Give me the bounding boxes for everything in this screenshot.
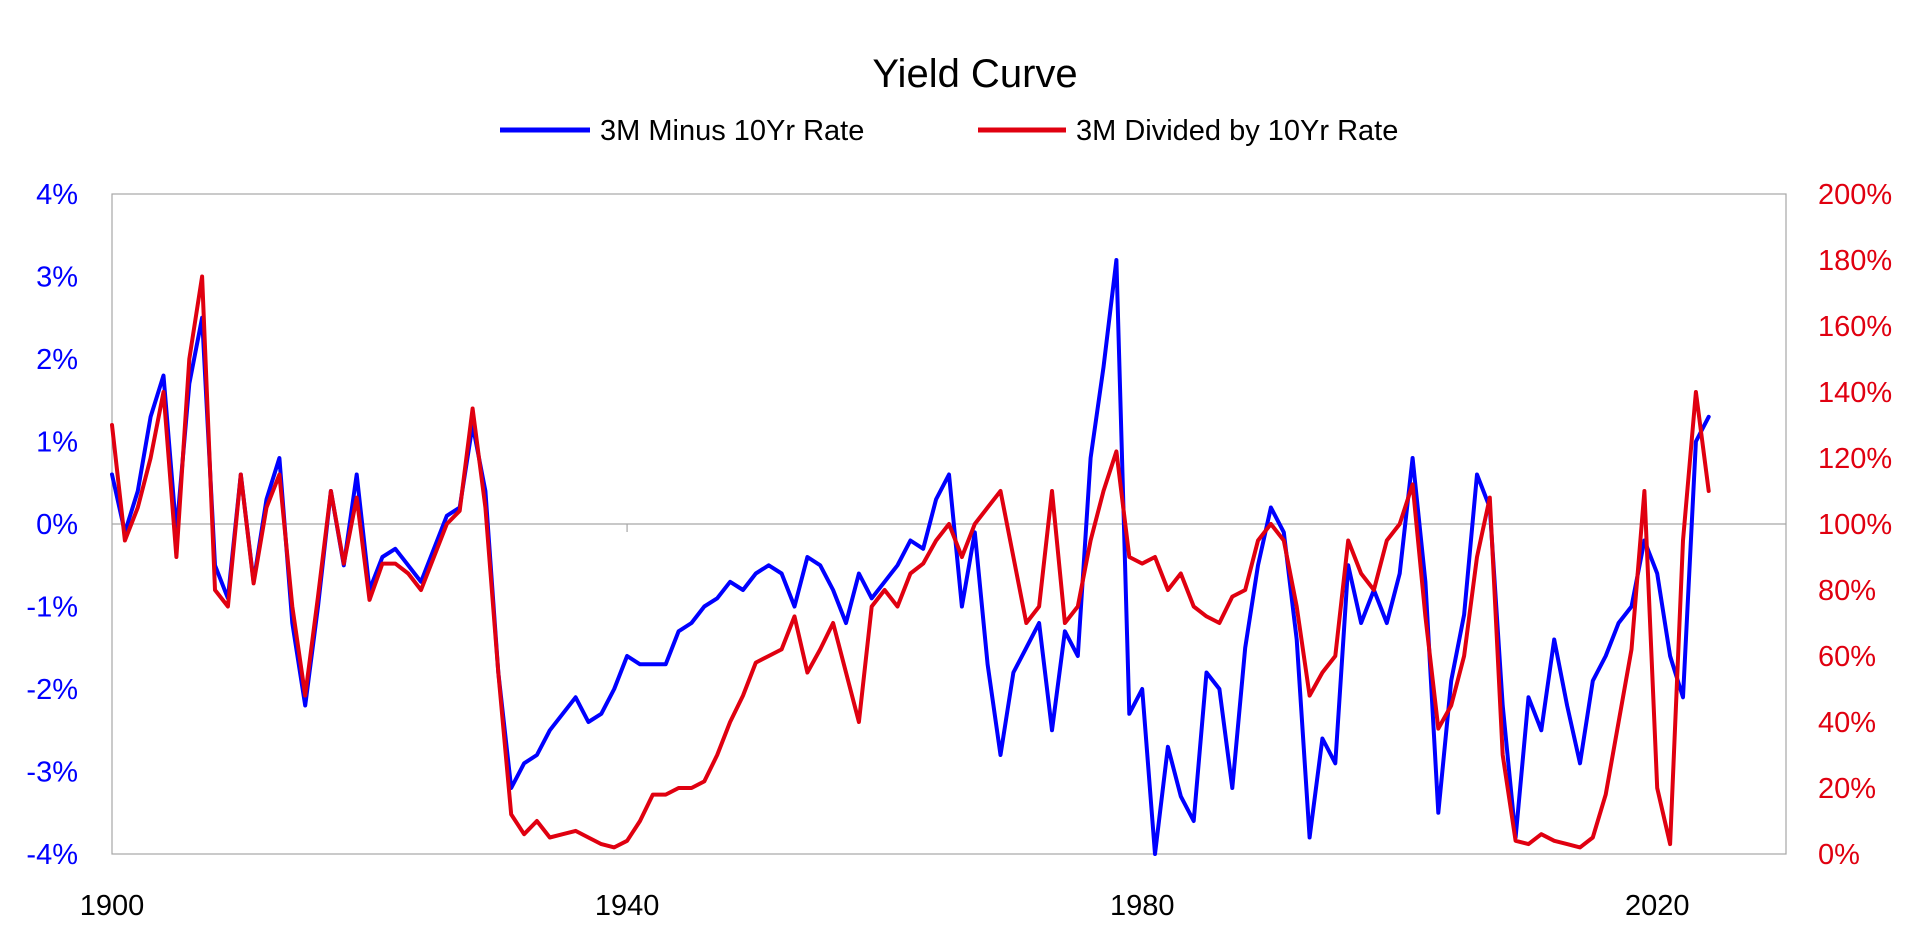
- left-tick-label: 4%: [36, 179, 78, 211]
- legend-label: 3M Divided by 10Yr Rate: [1076, 115, 1398, 147]
- x-axis: 1900 1940 1980 2020: [80, 890, 1690, 922]
- left-tick-label: -2%: [26, 674, 78, 706]
- left-tick-label: -3%: [26, 757, 78, 789]
- left-tick-label: 3%: [36, 262, 78, 294]
- left-tick-label: -4%: [26, 839, 78, 871]
- right-tick-label: 60%: [1818, 641, 1876, 673]
- series-line-spread: [110, 258, 1711, 856]
- right-tick-label: 120%: [1818, 443, 1892, 475]
- legend: 3M Minus 10Yr Rate 3M Divided by 10Yr Rat…: [500, 115, 1398, 147]
- chart-title: Yield Curve: [872, 52, 1077, 96]
- right-axis: 200% 180% 160% 140% 120% 100% 80% 60% 40% 20% 0%: [1818, 179, 1892, 871]
- x-tick-label: 1980: [1110, 890, 1175, 922]
- x-tick-label: 1900: [80, 890, 145, 922]
- series-line-ratio: [110, 274, 1711, 850]
- right-tick-label: 20%: [1818, 773, 1876, 805]
- left-tick-label: 1%: [36, 427, 78, 459]
- right-tick-label: 40%: [1818, 707, 1876, 739]
- legend-label: 3M Minus 10Yr Rate: [600, 115, 864, 147]
- left-tick-label: -1%: [26, 592, 78, 624]
- x-tick-label: 1940: [595, 890, 660, 922]
- right-tick-label: 80%: [1818, 575, 1876, 607]
- left-tick-label: 2%: [36, 344, 78, 376]
- right-tick-label: 0%: [1818, 839, 1860, 871]
- right-tick-label: 160%: [1818, 311, 1892, 343]
- left-axis: 4% 3% 2% 1% 0% -1% -2% -3% -4%: [26, 179, 78, 871]
- right-tick-label: 140%: [1818, 377, 1892, 409]
- right-tick-label: 180%: [1818, 245, 1892, 277]
- right-tick-label: 100%: [1818, 509, 1892, 541]
- left-tick-label: 0%: [36, 509, 78, 541]
- x-tick-label: 2020: [1625, 890, 1690, 922]
- right-tick-label: 200%: [1818, 179, 1892, 211]
